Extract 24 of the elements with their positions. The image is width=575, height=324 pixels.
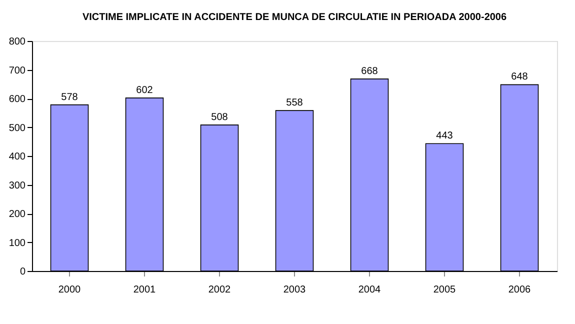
x-tick-label: 2002 — [208, 284, 232, 296]
x-tick-label: 2004 — [358, 284, 382, 296]
chart-title: VICTIME IMPLICATE IN ACCIDENTE DE MUNCA DE CIRCULATIE IN PERIOADA 2000-2006 — [82, 12, 507, 23]
data-label: 648 — [511, 72, 528, 83]
data-label: 668 — [361, 66, 378, 77]
data-label: 558 — [286, 98, 304, 109]
x-tick-label: 2003 — [283, 284, 306, 296]
data-label: 508 — [211, 112, 228, 123]
y-tick-label: 800 — [8, 36, 26, 48]
y-tick-label: 500 — [8, 122, 26, 134]
y-tick-label: 400 — [8, 152, 26, 162]
y-tick-label: 200 — [8, 209, 26, 220]
x-tick-label: 2005 — [433, 284, 456, 296]
x-tick-label: 2000 — [58, 284, 82, 296]
y-tick-label: 100 — [8, 238, 26, 249]
y-tick-label: 0 — [20, 266, 26, 278]
data-label: 602 — [136, 84, 154, 96]
x-tick-label: 2001 — [133, 284, 156, 296]
y-tick-label: 300 — [8, 180, 26, 192]
data-label: 578 — [61, 92, 78, 103]
data-label: 443 — [436, 130, 454, 142]
x-tick-label: 2006 — [508, 284, 532, 296]
y-tick-label: 600 — [8, 94, 26, 105]
y-tick-label: 700 — [8, 65, 26, 76]
